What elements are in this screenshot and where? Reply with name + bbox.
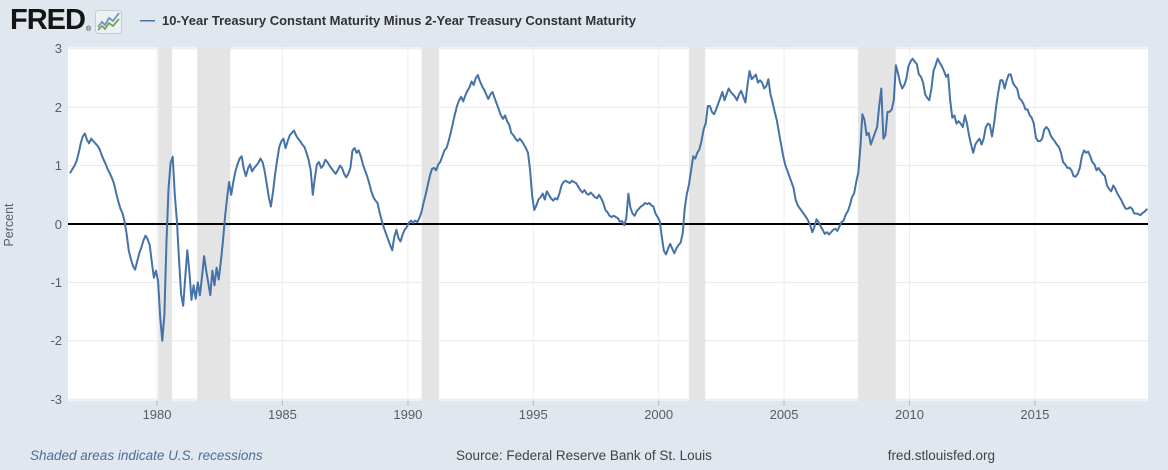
x-tick-label: 1990 [393, 407, 423, 422]
fred-logo-text: FRED [10, 4, 86, 36]
y-tick-label: 3 [54, 41, 62, 57]
y-tick-label: 0 [54, 216, 62, 232]
series-line[interactable] [69, 57, 1148, 342]
x-tick-label: 2010 [895, 407, 924, 422]
x-tick-label: 1980 [142, 407, 172, 422]
chart-footer: Shaded areas indicate U.S. recessions So… [0, 448, 1168, 470]
y-tick-label: -1 [50, 274, 62, 290]
sparkline-icon [95, 10, 123, 39]
x-tick-label: 2005 [769, 407, 799, 422]
registered-mark: ® [85, 26, 92, 33]
y-tick-label: -3 [50, 391, 62, 407]
x-tick-label: 1995 [518, 407, 548, 422]
y-axis-title: Percent [2, 203, 16, 247]
series-legend: — 10-Year Treasury Constant Maturity Min… [140, 12, 636, 29]
x-tick-label: 2000 [644, 407, 674, 422]
x-tick-label: 2015 [1020, 407, 1050, 422]
site-link[interactable]: fred.stlouisfed.org [887, 448, 995, 463]
y-tick-label: 2 [54, 99, 62, 115]
source-note: Source: Federal Reserve Bank of St. Loui… [456, 448, 712, 463]
chart-title: 10-Year Treasury Constant Maturity Minus… [162, 13, 636, 28]
chart-header: FRED ® — 10-Year Treasury Constant Matur… [0, 0, 1168, 42]
x-tick-label: 1985 [267, 407, 297, 422]
y-tick-label: 1 [54, 158, 62, 174]
series-color-dash: — [140, 12, 155, 29]
fred-logo[interactable]: FRED ® [10, 4, 123, 39]
recessions-note: Shaded areas indicate U.S. recessions [30, 448, 263, 463]
y-tick-label: -2 [50, 333, 62, 349]
